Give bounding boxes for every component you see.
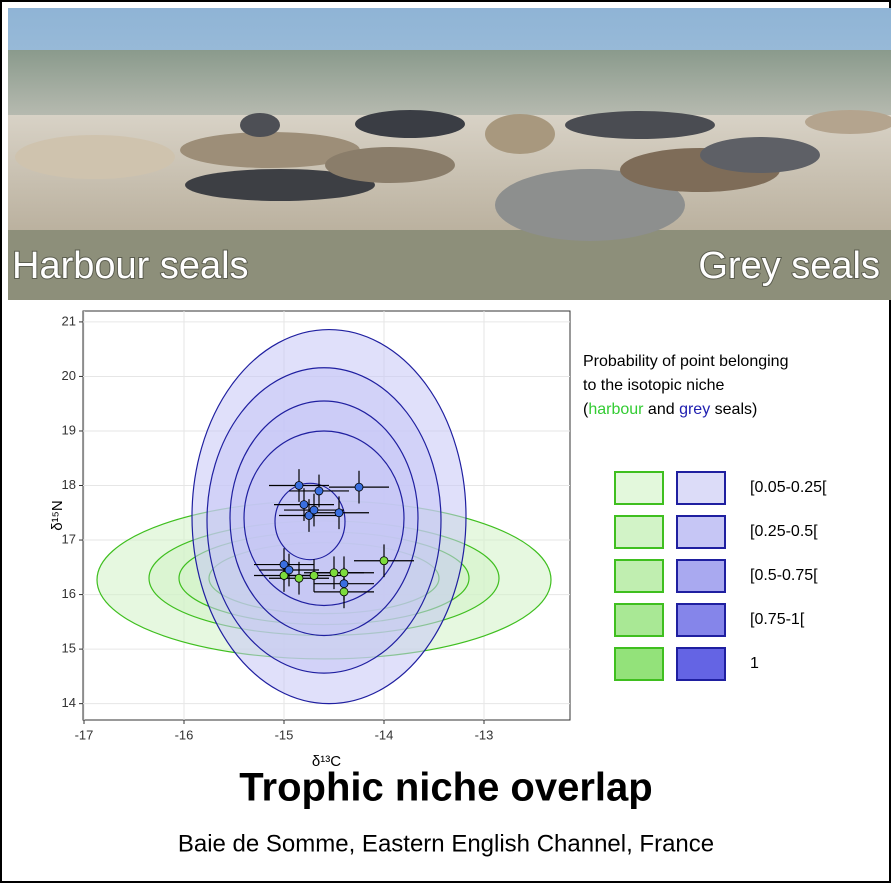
y-tick-label: 18 [62,477,76,492]
point [339,568,349,578]
legend-title: Probability of point belonging [583,353,788,370]
legend-swatch [614,559,664,593]
x-tick-label: -17 [75,727,94,742]
subtitle: Baie de Somme, Eastern English Channel, … [178,830,714,857]
y-tick-label: 16 [62,586,76,601]
point [309,571,319,580]
point [294,573,304,583]
point [284,565,294,575]
legend-label: 1 [750,655,759,672]
legend-swatch [614,471,664,505]
point [339,579,349,589]
legend-swatch [676,647,726,681]
legend-label: [0.5-0.75[ [750,567,818,584]
legend-label: [0.75-1[ [750,611,805,628]
y-tick-label: 14 [62,695,76,710]
legend-swatch [614,515,664,549]
legend-swatch [676,471,726,505]
x-tick-label: -14 [375,727,394,742]
legend-title-part: grey [679,401,710,418]
x-axis-label: δ¹³C [312,753,341,770]
legend-swatch [676,559,726,593]
legend-title: (harbour and grey seals) [583,401,757,418]
photo [8,8,891,300]
x-tick-label: -16 [175,727,194,742]
legend-title: to the isotopic niche [583,377,725,394]
niche-ellipse [274,482,346,561]
point [279,571,289,580]
point [314,486,324,496]
legend-title-part: and [643,401,679,418]
y-tick-label: 20 [62,368,76,383]
x-tick-label: -15 [275,727,294,742]
legend-title-part: seals) [710,401,757,418]
legend-title-part: harbour [588,401,644,418]
legend-swatch [614,647,664,681]
legend-swatch [614,603,664,637]
title: Trophic niche overlap [239,766,652,810]
point [329,568,339,578]
point [354,482,364,492]
point [309,505,319,515]
point [379,556,389,566]
point [339,587,349,597]
x-tick-label: -13 [475,727,494,742]
legend-label: [0.05-0.25[ [750,479,827,496]
point [294,481,304,490]
point [299,500,309,509]
y-axis-label: δ¹⁵N [49,500,66,530]
legend-swatch [676,515,726,549]
y-tick-label: 15 [62,641,76,656]
y-tick-label: 19 [62,422,76,437]
legend-title-part: ( [583,401,589,418]
photo-label: Harbour seals [12,245,249,287]
point [304,511,314,520]
y-tick-label: 17 [62,531,76,546]
legend-label: [0.25-0.5[ [750,523,818,540]
point [334,508,344,518]
y-tick-label: 21 [62,313,76,328]
photo-label: Grey seals [698,245,880,287]
legend-swatch [676,603,726,637]
point [279,560,289,569]
